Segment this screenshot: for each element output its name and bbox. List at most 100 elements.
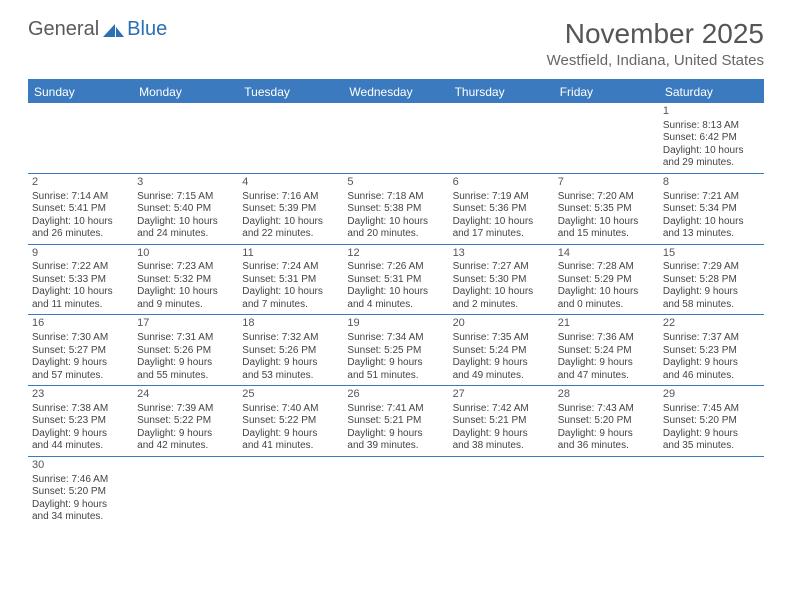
daylight-text: and 47 minutes. [558,370,655,383]
day-cell: 29Sunrise: 7:45 AMSunset: 5:20 PMDayligh… [659,386,764,456]
day-number: 16 [32,317,129,331]
daylight-text: and 42 minutes. [137,440,234,453]
daylight-text: Daylight: 10 hours [242,286,339,299]
day-cell: 10Sunrise: 7:23 AMSunset: 5:32 PMDayligh… [133,245,238,315]
day-cell: 4Sunrise: 7:16 AMSunset: 5:39 PMDaylight… [238,174,343,244]
daylight-text: Daylight: 10 hours [663,216,760,229]
day-number: 29 [663,388,760,402]
daylight-text: and 35 minutes. [663,440,760,453]
sunrise-text: Sunrise: 7:27 AM [453,261,550,274]
sunrise-text: Sunrise: 7:46 AM [32,474,129,487]
day-number: 26 [347,388,444,402]
sunrise-text: Sunrise: 7:32 AM [242,332,339,345]
daylight-text: and 53 minutes. [242,370,339,383]
daylight-text: and 11 minutes. [32,299,129,312]
daylight-text: Daylight: 9 hours [137,428,234,441]
day-number: 2 [32,176,129,190]
day-header: Tuesday [238,81,343,103]
daylight-text: and 9 minutes. [137,299,234,312]
day-number: 28 [558,388,655,402]
daylight-text: Daylight: 9 hours [347,357,444,370]
day-number: 13 [453,247,550,261]
sunset-text: Sunset: 5:31 PM [347,274,444,287]
day-number: 22 [663,317,760,331]
daylight-text: and 24 minutes. [137,228,234,241]
sunrise-text: Sunrise: 7:26 AM [347,261,444,274]
sunrise-text: Sunrise: 7:21 AM [663,191,760,204]
daylight-text: and 7 minutes. [242,299,339,312]
logo-text-1: General [28,18,99,41]
day-number: 10 [137,247,234,261]
day-header: Wednesday [343,81,448,103]
day-number: 27 [453,388,550,402]
empty-cell [28,103,133,173]
daylight-text: and 17 minutes. [453,228,550,241]
sunrise-text: Sunrise: 7:42 AM [453,403,550,416]
calendar: Sunday Monday Tuesday Wednesday Thursday… [28,79,764,527]
day-number: 23 [32,388,129,402]
day-cell: 12Sunrise: 7:26 AMSunset: 5:31 PMDayligh… [343,245,448,315]
daylight-text: and 13 minutes. [663,228,760,241]
daylight-text: Daylight: 9 hours [558,357,655,370]
day-number: 8 [663,176,760,190]
day-number: 9 [32,247,129,261]
day-header: Monday [133,81,238,103]
day-number: 3 [137,176,234,190]
sunset-text: Sunset: 5:29 PM [558,274,655,287]
day-number: 11 [242,247,339,261]
day-cell: 15Sunrise: 7:29 AMSunset: 5:28 PMDayligh… [659,245,764,315]
day-number: 12 [347,247,444,261]
day-cell: 8Sunrise: 7:21 AMSunset: 5:34 PMDaylight… [659,174,764,244]
week-row: 9Sunrise: 7:22 AMSunset: 5:33 PMDaylight… [28,245,764,316]
sunrise-text: Sunrise: 7:24 AM [242,261,339,274]
empty-cell [343,103,448,173]
daylight-text: Daylight: 10 hours [347,216,444,229]
day-cell: 22Sunrise: 7:37 AMSunset: 5:23 PMDayligh… [659,315,764,385]
daylight-text: and 29 minutes. [663,157,760,170]
day-number: 7 [558,176,655,190]
day-cell: 30Sunrise: 7:46 AMSunset: 5:20 PMDayligh… [28,457,133,527]
sunset-text: Sunset: 5:30 PM [453,274,550,287]
sunset-text: Sunset: 5:31 PM [242,274,339,287]
sunrise-text: Sunrise: 7:23 AM [137,261,234,274]
daylight-text: and 58 minutes. [663,299,760,312]
sunrise-text: Sunrise: 7:28 AM [558,261,655,274]
sunrise-text: Sunrise: 7:41 AM [347,403,444,416]
logo: General Blue [28,18,167,41]
day-cell: 7Sunrise: 7:20 AMSunset: 5:35 PMDaylight… [554,174,659,244]
sunset-text: Sunset: 5:34 PM [663,203,760,216]
sunset-text: Sunset: 5:27 PM [32,345,129,358]
daylight-text: and 51 minutes. [347,370,444,383]
daylight-text: and 49 minutes. [453,370,550,383]
daylight-text: Daylight: 10 hours [32,286,129,299]
sunset-text: Sunset: 5:21 PM [453,415,550,428]
sail-icon [103,22,125,38]
daylight-text: Daylight: 9 hours [32,428,129,441]
sunset-text: Sunset: 5:40 PM [137,203,234,216]
day-number: 24 [137,388,234,402]
sunset-text: Sunset: 5:21 PM [347,415,444,428]
daylight-text: and 46 minutes. [663,370,760,383]
sunset-text: Sunset: 5:35 PM [558,203,655,216]
daylight-text: and 0 minutes. [558,299,655,312]
daylight-text: and 34 minutes. [32,511,129,524]
empty-cell [133,103,238,173]
day-header: Saturday [659,81,764,103]
day-cell: 28Sunrise: 7:43 AMSunset: 5:20 PMDayligh… [554,386,659,456]
day-header: Friday [554,81,659,103]
day-cell: 16Sunrise: 7:30 AMSunset: 5:27 PMDayligh… [28,315,133,385]
day-cell: 1Sunrise: 8:13 AMSunset: 6:42 PMDaylight… [659,103,764,173]
day-header-row: Sunday Monday Tuesday Wednesday Thursday… [28,81,764,103]
page-header: General Blue November 2025 Westfield, In… [0,0,792,75]
empty-cell [238,457,343,527]
empty-cell [554,103,659,173]
day-number: 4 [242,176,339,190]
daylight-text: Daylight: 9 hours [663,428,760,441]
week-row: 23Sunrise: 7:38 AMSunset: 5:23 PMDayligh… [28,386,764,457]
week-row: 16Sunrise: 7:30 AMSunset: 5:27 PMDayligh… [28,315,764,386]
sunset-text: Sunset: 5:28 PM [663,274,760,287]
daylight-text: and 55 minutes. [137,370,234,383]
empty-cell [554,457,659,527]
day-cell: 26Sunrise: 7:41 AMSunset: 5:21 PMDayligh… [343,386,448,456]
day-cell: 27Sunrise: 7:42 AMSunset: 5:21 PMDayligh… [449,386,554,456]
